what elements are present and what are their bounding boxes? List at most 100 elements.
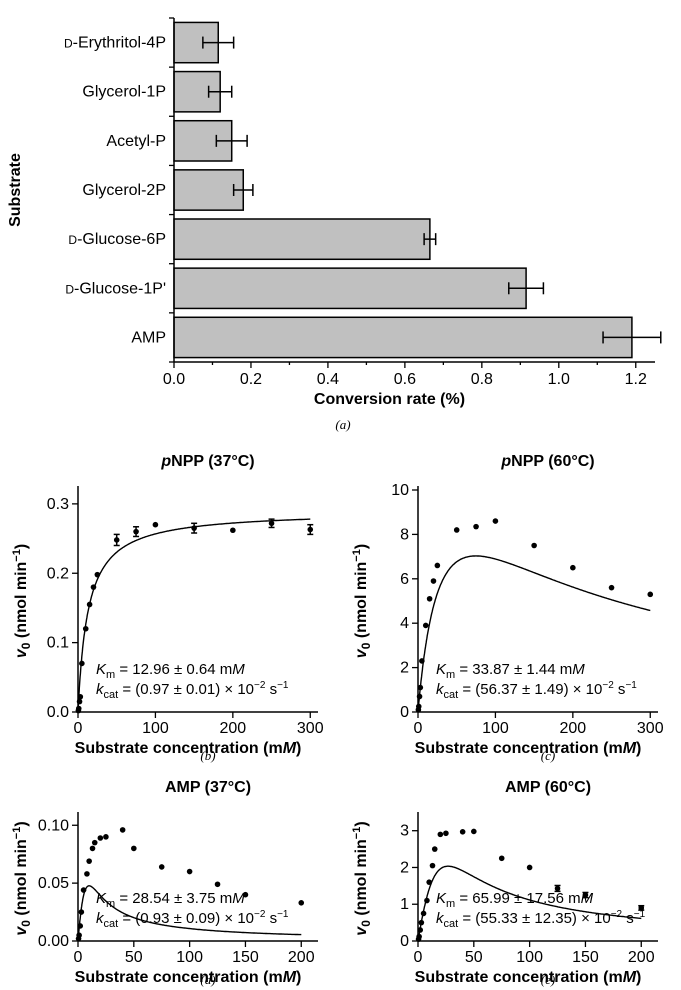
x-tick-label: 200 <box>219 720 246 737</box>
y-axis-title: v0 (nmol min−1) <box>351 544 373 658</box>
fit-curve <box>77 885 302 941</box>
y-tick-label: 0.10 <box>38 817 69 834</box>
x-tick-label: 200 <box>288 949 315 966</box>
km-symbol: K <box>436 890 447 907</box>
x-tick-label: 0 <box>414 720 423 737</box>
data-point <box>608 584 615 591</box>
x-title-main: Substrate concentration (m <box>75 740 283 757</box>
x-title-unit: M <box>283 740 297 757</box>
y-tick-label: 0.2 <box>47 565 69 582</box>
x-axis-title: Substrate concentration (mM) <box>75 969 302 986</box>
km-symbol: K <box>96 661 107 678</box>
title-text: NPP (37°C) <box>171 453 254 470</box>
data-point <box>103 834 109 840</box>
panel-tag: (a) <box>335 417 350 432</box>
category-name: Acetyl-P <box>106 133 166 150</box>
category-name: Glycerol-2P <box>82 182 166 199</box>
kcat-exp: −2 <box>611 909 623 920</box>
x-title-unit: M <box>283 969 297 986</box>
category-prefix: D <box>68 233 77 247</box>
data-point <box>242 891 249 898</box>
fit-curve <box>77 518 311 712</box>
km-unit: M <box>232 890 245 907</box>
data-point <box>431 846 438 852</box>
km-annotation: Km = 33.87 ± 1.44 mM <box>436 661 585 681</box>
kcat-annotation: kcat = (0.93 ± 0.09) × 10−2 s−1 <box>96 909 289 930</box>
y-tick-label: 0 <box>400 704 409 721</box>
panel-title: pNPP (37°C) <box>160 453 254 470</box>
panel-title: AMP (37°C) <box>165 779 251 796</box>
y-title-unit: (nmol min <box>353 839 370 920</box>
y-title-close: ) <box>13 821 30 826</box>
x-title-close: ) <box>636 740 641 757</box>
data-point <box>430 578 437 584</box>
x-tick-label: 0.6 <box>394 371 416 388</box>
title-text: NPP (60°C) <box>511 453 594 470</box>
category-prefix: D <box>65 282 74 296</box>
y-tick-label: 2 <box>400 859 409 876</box>
y-title-v: v <box>13 926 30 936</box>
km-value: = 65.99 ± 17.56 m <box>455 890 580 907</box>
data-point <box>78 909 85 915</box>
x-axis-title: Substrate concentration (mM) <box>75 740 302 757</box>
data-point <box>471 828 477 835</box>
y-title-close: ) <box>353 544 370 549</box>
y-tick-label: 1 <box>400 896 409 913</box>
data-point <box>473 523 479 530</box>
x-tick-label: 100 <box>176 949 203 966</box>
data-point <box>214 881 221 888</box>
x-tick-label: 50 <box>125 949 143 966</box>
y-title-unit: (nmol min <box>353 562 370 643</box>
data-point <box>298 900 305 906</box>
panel-b: pNPP (37°C) 0 100 200 300 0.0 0.1 0.2 0.3 Substra… <box>11 453 324 763</box>
x-tick-label: 300 <box>637 720 664 737</box>
panel-e: AMP (60°C) 0 50 100 150 200 0 1 2 3 Substrate conc… <box>351 779 658 987</box>
km-value: = 33.87 ± 1.44 m <box>455 661 572 678</box>
y-tick-label: 0.1 <box>47 635 69 652</box>
bar <box>173 316 633 359</box>
km-sub: m <box>106 669 115 681</box>
kcat-symbol: k <box>436 910 445 927</box>
y-tick-label: 6 <box>400 571 409 588</box>
data-point <box>415 703 422 710</box>
x-tick-label: 0.8 <box>471 371 493 388</box>
data-point <box>119 827 126 833</box>
x-title-main: Substrate concentration (m <box>415 740 623 757</box>
data-point <box>434 562 441 569</box>
x-tick-label: 0.2 <box>240 371 262 388</box>
kcat-unit: s <box>265 681 277 698</box>
data-point <box>86 601 93 608</box>
y-tick-label: 0.05 <box>38 875 69 892</box>
y-title-sup: −1 <box>351 827 363 840</box>
data-point <box>416 933 422 940</box>
data-point <box>437 831 444 838</box>
km-sub: m <box>446 898 455 910</box>
x-tick-label: 150 <box>232 949 259 966</box>
y-title-sub: 0 <box>359 920 373 927</box>
x-tick-label: 1.2 <box>625 371 647 388</box>
kcat-symbol: k <box>96 910 105 927</box>
x-tick-label: 300 <box>297 720 324 737</box>
data-point <box>79 660 85 667</box>
data-point <box>268 520 275 527</box>
panel-title: AMP (60°C) <box>505 779 591 796</box>
data-point <box>158 864 165 870</box>
category-label: Glycerol-2P <box>82 182 166 199</box>
data-point <box>417 684 424 691</box>
kcat-value: = (56.37 ± 1.49) × 10 <box>458 681 602 698</box>
kcat-unit: s <box>265 910 277 927</box>
panel-d: AMP (37°C) 0 50 100 150 200 0.00 0.05 0.10 Substr… <box>11 779 318 987</box>
y-title-sub: 0 <box>19 642 33 649</box>
kcat-sub: cat <box>444 918 459 930</box>
x-title-unit: M <box>623 969 637 986</box>
y-title-unit: (nmol min <box>13 562 30 643</box>
x-axis-title: Substrate concentration (mM) <box>415 740 642 757</box>
data-point <box>582 892 589 898</box>
kcat-unit: s <box>614 681 626 698</box>
category-name: -Erythritol-4P <box>73 35 166 52</box>
data-point <box>420 910 427 917</box>
x-tick-label: 1.0 <box>548 371 570 388</box>
y-axis-title: v0 (nmol min−1) <box>11 821 33 935</box>
data-point <box>554 885 561 892</box>
kcat-symbol: k <box>96 681 105 698</box>
